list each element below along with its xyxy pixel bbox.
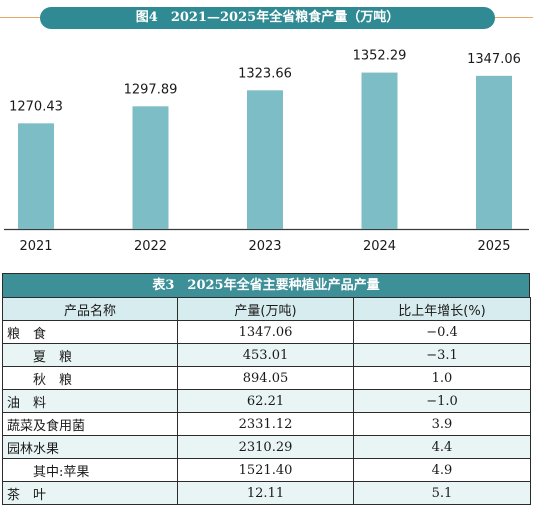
- table-title: 表3 2025年全省主要种植业产品产量: [2, 273, 530, 297]
- col-header-growth: 比上年增长(%): [353, 297, 531, 321]
- cell-output: 1347.06: [177, 320, 354, 344]
- data-label-2022: 1297.89: [124, 82, 178, 97]
- cell-growth: −3.1: [353, 343, 531, 367]
- bar-2024: [361, 72, 398, 229]
- cell-output: 453.01: [177, 343, 354, 367]
- cell-output: 2331.12: [177, 412, 354, 436]
- figure-title: 图4 2021—2025年全省粮食产量（万吨）: [40, 7, 495, 29]
- cell-output: 894.05: [177, 366, 354, 390]
- x-tick-label-2023: 2023: [248, 239, 281, 254]
- cell-growth: 1.0: [353, 366, 531, 390]
- table-row: 茶 叶 12.11 5.1: [2, 481, 531, 505]
- x-tick-label-2024: 2024: [363, 239, 396, 254]
- table-row: 秋 粮 894.05 1.0: [2, 366, 531, 390]
- x-tick-label-2021: 2021: [19, 239, 52, 254]
- cell-product-name: 夏 粮: [2, 343, 178, 367]
- bar-2022: [132, 106, 169, 229]
- cell-growth: 5.1: [353, 481, 531, 505]
- table-body: 粮 食 1347.06 −0.4 夏 粮 453.01 −3.1 秋 粮 894.05 1.…: [2, 320, 531, 505]
- cell-output: 2310.29: [177, 435, 354, 459]
- col-header-name: 产品名称: [2, 297, 178, 321]
- col-header-output: 产量(万吨): [177, 297, 354, 321]
- cell-product-name: 园林水果: [2, 435, 178, 459]
- cell-product-name: 粮 食: [2, 320, 178, 344]
- cell-growth: −0.4: [353, 320, 531, 344]
- x-tick-label-2022: 2022: [134, 239, 167, 254]
- cell-growth: 4.4: [353, 435, 531, 459]
- x-tick-label-2025: 2025: [477, 239, 510, 254]
- cell-product-name: 油 料: [2, 389, 178, 413]
- cell-growth: −1.0: [353, 389, 531, 413]
- cell-output: 12.11: [177, 481, 354, 505]
- table-row: 其中:苹果 1521.40 4.9: [2, 458, 531, 482]
- cell-growth: 3.9: [353, 412, 531, 436]
- cell-product-name: 秋 粮: [2, 366, 178, 390]
- cell-output: 1521.40: [177, 458, 354, 482]
- data-label-2021: 1270.43: [9, 99, 63, 114]
- data-label-2023: 1323.66: [238, 66, 292, 81]
- table-row: 夏 粮 453.01 −3.1: [2, 343, 531, 367]
- cell-output: 62.21: [177, 389, 354, 413]
- cell-growth: 4.9: [353, 458, 531, 482]
- table-row: 园林水果 2310.29 4.4: [2, 435, 531, 459]
- data-label-2025: 1347.06: [467, 52, 521, 67]
- bar-2025: [476, 75, 512, 229]
- cell-product-name: 蔬菜及食用菌: [2, 412, 178, 436]
- bar-chart: 1270.43 2021 1297.89 2022 1323.66 2023 1352.29…: [4, 49, 529, 254]
- bar-2021: [18, 123, 54, 229]
- cell-product-name: 茶 叶: [2, 481, 178, 505]
- bar-2023: [247, 90, 283, 229]
- table-row: 蔬菜及食用菌 2331.12 3.9: [2, 412, 531, 436]
- cell-product-name: 其中:苹果: [2, 458, 178, 482]
- table-row: 粮 食 1347.06 −0.4: [2, 320, 531, 344]
- table-row: 油 料 62.21 −1.0: [2, 389, 531, 413]
- data-label-2024: 1352.29: [353, 49, 407, 64]
- production-table: 表3 2025年全省主要种植业产品产量 产品名称 产量(万吨) 比上年增长(%)…: [2, 273, 531, 505]
